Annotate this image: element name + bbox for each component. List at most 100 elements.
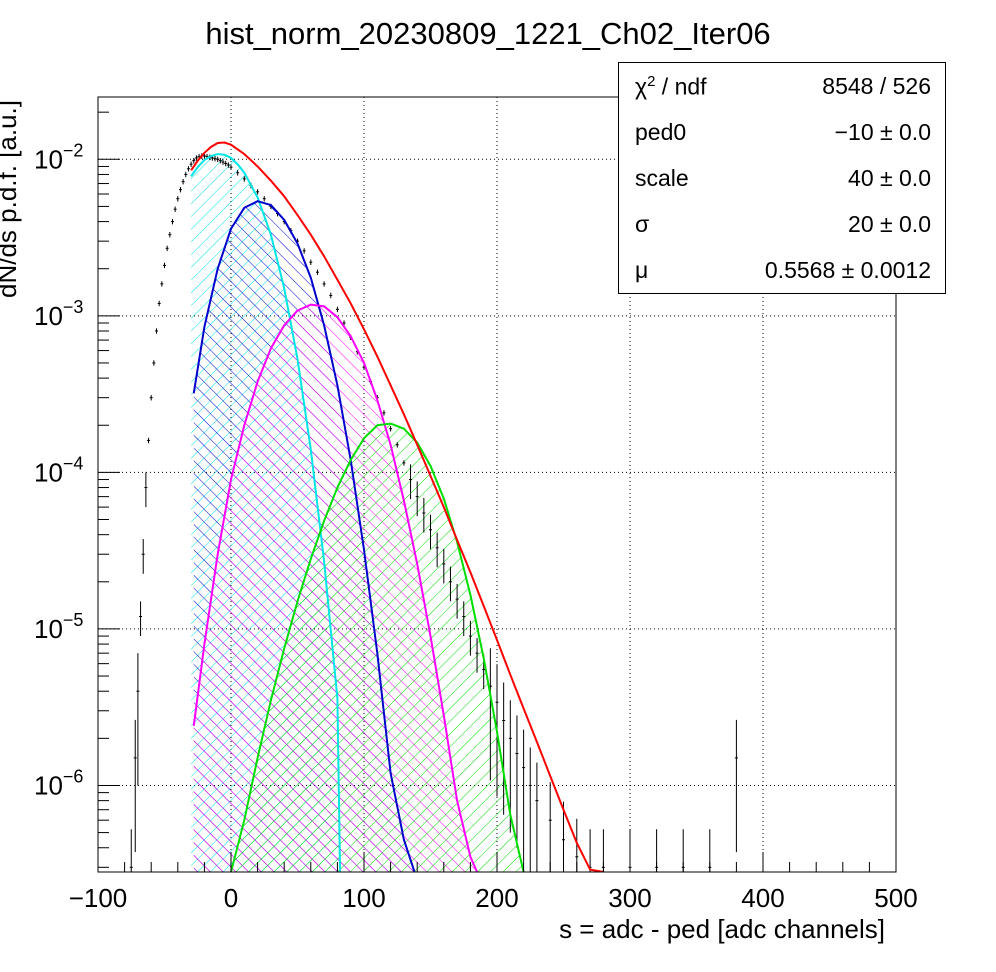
hist-point: [548, 782, 552, 872]
x-axis: −100 0 100 200 300 400 500: [69, 852, 918, 913]
x-axis-label: s = adc - ped [adc channels]: [559, 914, 885, 944]
hist-point: [192, 158, 196, 164]
hist-point: [181, 178, 185, 185]
y-tick-label-4: 10−2: [34, 140, 83, 174]
stats-value: −10 ± 0.0: [834, 119, 931, 145]
y-tick-label-3: 10−3: [34, 297, 83, 331]
hist-point: [194, 155, 198, 161]
hist-point: [382, 410, 386, 416]
hist-point: [315, 269, 319, 275]
hist-point: [395, 442, 399, 448]
hist-point: [462, 601, 466, 637]
fit-stats-box: χ2 / ndf 8548 / 526 ped0 −10 ± 0.0 scale 40 ±…: [618, 62, 946, 294]
stats-value: 0.5568 ± 0.0012: [764, 257, 931, 283]
hist-point: [448, 566, 452, 602]
hist-point: [468, 620, 472, 656]
stats-label: scale: [635, 165, 689, 191]
y-axis: 10−6 10−5 10−4 10−3 10−2: [34, 111, 120, 868]
hist-point: [342, 320, 346, 326]
hist-point: [226, 162, 230, 168]
hist-point: [535, 762, 539, 872]
hist-point: [329, 292, 333, 299]
hist-point: [515, 715, 519, 848]
fit-curve-3: [192, 303, 478, 872]
hist-point: [155, 328, 159, 334]
hist-point: [144, 472, 148, 508]
hist-point: [422, 497, 426, 533]
hist-point: [133, 719, 137, 853]
hist-point: [186, 166, 190, 172]
stats-row: scale 40 ± 0.0: [619, 155, 945, 201]
hist-point: [157, 300, 161, 307]
hist-point: [139, 601, 143, 637]
hist-point: [173, 206, 177, 212]
hist-point: [435, 532, 439, 568]
y-tick-label-0: 10−6: [34, 766, 83, 800]
fit-curve-0: [190, 141, 604, 872]
hist-point: [389, 426, 393, 432]
hist-point: [309, 259, 313, 266]
stats-row: ped0 −10 ± 0.0: [619, 109, 945, 155]
hist-point: [528, 747, 532, 872]
hist-point: [176, 196, 180, 202]
hist-point: [256, 189, 260, 195]
hist-point: [229, 164, 233, 170]
x-tick-label-1: 0: [224, 883, 238, 913]
stats-row: μ 0.5568 ± 0.0012: [619, 247, 945, 293]
stats-row: σ 20 ± 0.0: [619, 201, 945, 247]
hist-point: [218, 158, 222, 164]
hist-point: [522, 729, 526, 862]
x-tick-label-5: 400: [741, 883, 784, 913]
hist-point: [402, 460, 406, 466]
data-histogram: [129, 153, 738, 872]
hist-point: [129, 829, 133, 872]
hist-point: [335, 306, 339, 313]
hist-point: [168, 231, 172, 238]
hist-point: [734, 719, 738, 853]
hist-point: [189, 161, 193, 168]
stats-value: 8548 / 526: [822, 73, 931, 99]
hist-point: [224, 160, 228, 167]
x-tick-label-3: 200: [475, 883, 518, 913]
fit-curve-4: [230, 422, 525, 872]
hist-point: [242, 176, 246, 182]
hist-point: [184, 171, 188, 178]
hist-point: [165, 245, 169, 252]
hist-point: [429, 514, 432, 550]
stats-label: ped0: [635, 119, 687, 145]
chart-title: hist_norm_20230809_1221_Ch02_Iter06: [205, 16, 770, 51]
x-tick-label-4: 300: [608, 883, 651, 913]
hist-point: [236, 170, 240, 176]
hist-point: [442, 548, 446, 584]
hist-point: [136, 653, 140, 786]
fit-curve-1: [190, 153, 342, 872]
hist-point: [415, 481, 419, 517]
y-tick-label-2: 10−4: [34, 453, 83, 487]
stats-label: χ2 / ndf: [635, 73, 707, 100]
hist-point: [262, 196, 266, 202]
stats-label: μ: [635, 257, 649, 283]
hist-point: [475, 637, 479, 673]
hist-point: [502, 682, 506, 815]
hist-point: [141, 539, 145, 574]
hist-point: [213, 155, 217, 162]
hist-point: [147, 437, 151, 444]
fit-curve-2: [192, 200, 416, 872]
hist-point: [216, 156, 220, 163]
x-tick-label-0: −100: [69, 883, 128, 913]
stats-label: σ: [635, 211, 650, 237]
hist-point: [170, 218, 174, 225]
x-tick-label-6: 500: [874, 883, 917, 913]
hist-point: [562, 801, 565, 872]
hist-point: [178, 186, 182, 193]
hist-point: [149, 395, 153, 401]
hist-point: [160, 281, 164, 287]
hist-point: [152, 360, 156, 366]
hist-point: [322, 281, 326, 287]
hist-point: [302, 248, 306, 254]
y-tick-label-1: 10−5: [34, 610, 83, 644]
y-axis-label: dN/ds p.d.f. [a.u.]: [0, 100, 22, 298]
component-fills: [191, 154, 524, 872]
fit-curves: [190, 141, 604, 872]
